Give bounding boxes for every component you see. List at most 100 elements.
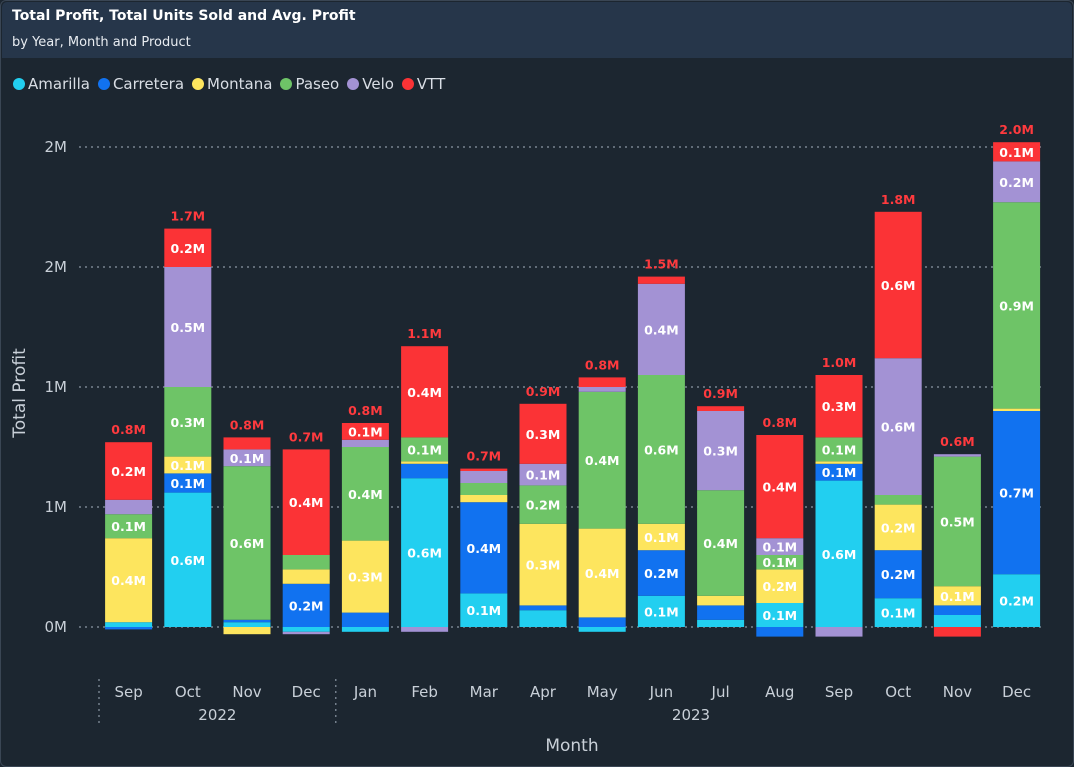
bar-segment-paseo: [993, 202, 1041, 409]
bar-segment-carretera: [164, 473, 212, 493]
legend-swatch-montana: [192, 78, 205, 90]
total-label: 1.5M: [644, 257, 679, 272]
data-label: 0.4M: [348, 487, 383, 502]
bar-segment-vtt: [637, 276, 685, 284]
data-label: 0.1M: [467, 603, 502, 618]
bar-segment-paseo: [578, 391, 626, 529]
bar-segment-vtt: [993, 142, 1041, 162]
chart-title: Total Profit, Total Units Sold and Avg. …: [12, 8, 356, 24]
data-label: 0.5M: [171, 320, 206, 335]
x-tick-label: Jun: [649, 683, 673, 701]
legend-label: Montana: [207, 75, 273, 93]
bar-segment-montana: [105, 538, 153, 623]
data-label: 0.6M: [407, 546, 442, 561]
x-tick-label: Jul: [711, 683, 730, 701]
bar-segment-velo: [401, 627, 449, 632]
data-label: 0.4M: [407, 385, 442, 400]
x-tick-label: Apr: [530, 683, 557, 701]
data-label: 0.2M: [881, 520, 916, 535]
bar-segment-amarilla: [933, 615, 981, 627]
bar-segment-montana: [519, 523, 567, 606]
data-label: 0.6M: [171, 553, 206, 568]
x-tick-label: May: [587, 683, 618, 701]
bar-segment-velo: [105, 499, 153, 515]
x-tick-label: Sep: [825, 683, 853, 701]
total-label: 1.7M: [171, 209, 206, 224]
bar-segment-paseo: [223, 466, 271, 620]
data-label: 0.2M: [999, 175, 1034, 190]
total-label: 1.0M: [822, 355, 857, 370]
bar-segment-carretera: [282, 583, 330, 627]
legend-label: Velo: [362, 75, 394, 93]
legend-item-carretera[interactable]: Carretera: [97, 75, 184, 93]
year-label: 2023: [672, 706, 710, 724]
bar-segment-carretera: [341, 612, 389, 627]
y-tick-label: 2M: [45, 138, 68, 156]
data-label: 0.1M: [763, 540, 798, 555]
bar-segment-carretera: [874, 550, 922, 599]
x-tick-label: Feb: [411, 683, 438, 701]
legend-item-paseo[interactable]: Paseo: [280, 75, 339, 93]
data-label: 0.1M: [763, 555, 798, 570]
total-label: 0.8M: [111, 422, 146, 437]
legend-item-montana[interactable]: Montana: [192, 75, 272, 93]
bar-segment-amarilla: [578, 627, 626, 632]
bar-segment-amarilla: [519, 610, 567, 627]
total-label: 0.7M: [467, 449, 502, 464]
bar-segment-velo: [223, 449, 271, 467]
bar-segment-vtt: [401, 346, 449, 438]
data-label: 0.6M: [644, 442, 679, 457]
y-axis-title: Total Profit: [10, 348, 30, 439]
x-tick-label: Sep: [114, 683, 142, 701]
bar-segment-vtt: [282, 449, 330, 555]
data-label: 0.1M: [171, 476, 206, 491]
bar-segment-amarilla: [637, 595, 685, 627]
data-label: 0.3M: [822, 399, 857, 414]
bar-segment-velo: [697, 411, 745, 491]
bar-segment-montana: [697, 595, 745, 606]
x-tick-label: Mar: [470, 683, 499, 701]
total-label: 0.8M: [230, 417, 265, 432]
bar-segment-montana: [756, 569, 804, 603]
bar-segment-vtt: [933, 627, 981, 637]
bar-segment-velo: [282, 631, 330, 635]
bar-segment-vtt: [105, 442, 153, 500]
data-label: 0.2M: [171, 241, 206, 256]
bar-segment-velo: [164, 267, 212, 387]
bar-segment-paseo: [874, 495, 922, 505]
data-label: 0.3M: [171, 415, 206, 430]
legend-swatch-velo: [347, 78, 360, 90]
visual-header: Total Profit, Total Units Sold and Avg. …: [2, 2, 1072, 58]
x-tick-label: Oct: [885, 683, 911, 701]
data-label: 0.4M: [644, 322, 679, 337]
bar-segment-carretera: [519, 605, 567, 611]
bar-segment-amarilla: [105, 622, 153, 627]
data-label: 0.6M: [822, 547, 857, 562]
total-label: 0.6M: [940, 434, 975, 449]
legend-item-vtt[interactable]: VTT: [401, 75, 446, 93]
bar-segment-montana: [637, 523, 685, 551]
bar-segment-velo: [815, 627, 863, 637]
legend-label: VTT: [416, 75, 446, 93]
data-label: 0.4M: [111, 573, 146, 588]
bar-segment-velo: [993, 161, 1041, 203]
bar-segment-paseo: [697, 490, 745, 596]
bar-segment-carretera: [401, 463, 449, 479]
bar-segment-paseo: [519, 485, 567, 524]
bar-segment-velo: [519, 463, 567, 486]
bar-segment-carretera: [105, 627, 153, 630]
legend-item-velo[interactable]: Velo: [347, 75, 394, 93]
total-label: 1.1M: [407, 326, 442, 341]
bar-segment-montana: [282, 569, 330, 584]
x-tick-label: Nov: [232, 683, 261, 701]
data-label: 0.1M: [763, 608, 798, 623]
bar-segment-montana: [460, 495, 508, 503]
x-tick-label: Dec: [1002, 683, 1031, 701]
bar-segment-carretera: [223, 619, 271, 623]
total-label: 0.8M: [763, 415, 798, 430]
bar-segment-amarilla: [815, 480, 863, 627]
bar-segment-paseo: [282, 555, 330, 570]
legend-item-amarilla[interactable]: Amarilla: [13, 75, 90, 93]
data-label: 0.3M: [526, 558, 561, 573]
